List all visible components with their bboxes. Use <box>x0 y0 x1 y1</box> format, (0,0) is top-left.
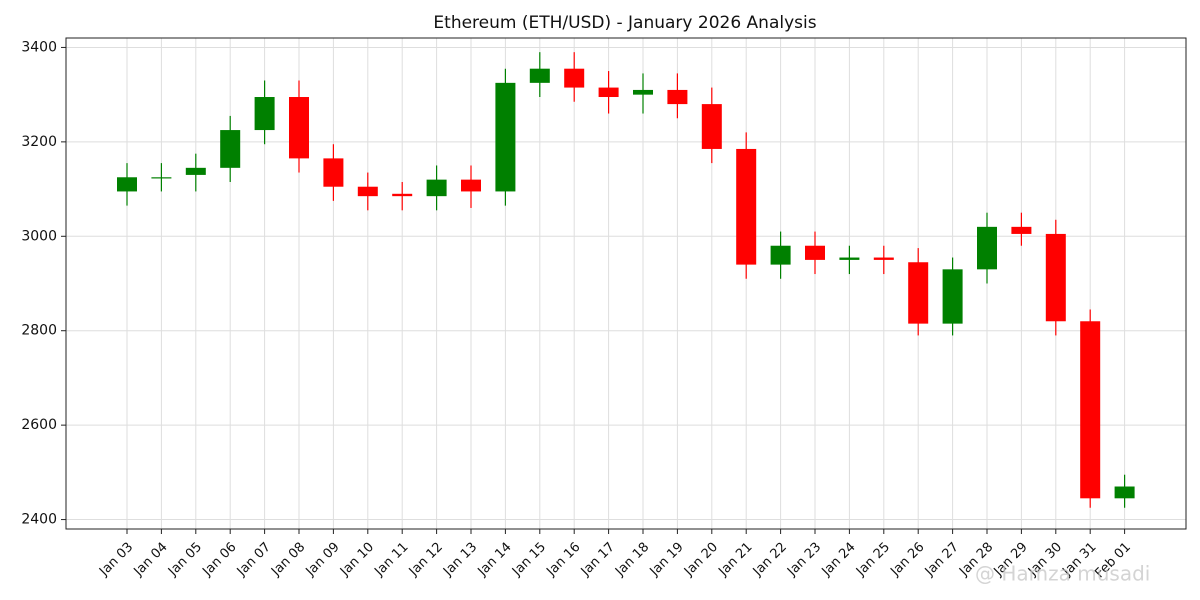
x-tick-label: Jan 16 <box>543 540 583 580</box>
candle <box>323 144 344 201</box>
y-tick-label: 3400 <box>21 39 57 55</box>
x-tick-label: Jan 11 <box>371 540 411 580</box>
plot-frame <box>65 37 1187 530</box>
x-tick-label: Jan 03 <box>96 540 136 580</box>
x-tick-label: Jan 07 <box>234 540 274 580</box>
candle <box>564 52 585 102</box>
x-tick-label: Jan 10 <box>337 540 377 580</box>
candle-body <box>529 68 550 83</box>
x-tick-label: Jan 23 <box>784 540 824 580</box>
candle-body <box>357 186 378 197</box>
candle-body <box>392 193 413 197</box>
candle <box>598 71 619 114</box>
candle-body <box>1080 321 1101 499</box>
candle-body <box>1045 233 1066 322</box>
candle <box>220 115 241 182</box>
x-tick-label: Jan 14 <box>475 540 515 580</box>
x-tick-label: Jan 21 <box>715 540 755 580</box>
chart-title: Ethereum (ETH/USD) - January 2026 Analys… <box>433 13 816 33</box>
x-tick-label: Jan 04 <box>131 540 171 580</box>
candle <box>426 165 447 211</box>
x-tick-label: Jan 27 <box>922 540 962 580</box>
candle <box>392 181 413 211</box>
candle-body <box>667 89 688 105</box>
candle-body <box>426 179 447 197</box>
y-tick-label: 2800 <box>21 323 57 339</box>
candle-body <box>254 97 275 131</box>
x-tick-label: Jan 24 <box>819 540 859 580</box>
candle-body <box>736 148 757 265</box>
y-tick-label: 2600 <box>21 417 57 433</box>
x-tick-label: Jan 17 <box>578 540 618 580</box>
candle-body <box>1114 486 1135 499</box>
candle-body <box>839 257 860 260</box>
candle <box>667 73 688 119</box>
candle-body <box>942 269 963 324</box>
candle <box>357 172 378 211</box>
candle-body <box>598 87 619 98</box>
candle-body <box>1011 226 1032 234</box>
candle-body <box>701 104 722 149</box>
candle <box>770 231 791 279</box>
y-tick-label: 3000 <box>21 228 57 244</box>
x-tick-label: Jan 08 <box>268 540 308 580</box>
candle-body <box>461 179 481 192</box>
x-tick-label: Jan 13 <box>440 540 480 580</box>
candle <box>942 257 963 336</box>
x-tick-label: Jan 20 <box>681 540 721 580</box>
x-tick-label: Jan 22 <box>750 540 790 580</box>
x-tick-label: Jan 06 <box>199 540 239 580</box>
candle-body <box>770 245 791 265</box>
candle-body <box>289 97 309 159</box>
x-tick-label: Jan 12 <box>406 540 446 580</box>
candle-body <box>564 68 585 88</box>
candle <box>873 245 894 275</box>
candle <box>289 80 309 173</box>
x-tick-label: Jan 09 <box>303 540 343 580</box>
candle-body <box>117 177 137 192</box>
x-tick-label: Jan 05 <box>165 540 205 580</box>
candle <box>839 245 860 275</box>
candle-layer <box>117 52 1135 508</box>
candle <box>117 163 137 206</box>
candle <box>1080 309 1101 508</box>
candle <box>977 212 997 284</box>
candle <box>908 248 929 336</box>
candle-body <box>873 257 894 260</box>
candle-body <box>633 89 653 95</box>
candle-body <box>185 167 206 175</box>
y-axis-ticks: 2400 2600 2800 3000 3200 3400 <box>21 39 66 528</box>
candle-body <box>495 82 516 192</box>
candle <box>633 73 653 114</box>
x-tick-label: Jan 26 <box>887 540 927 580</box>
x-tick-label: Jan 15 <box>509 540 549 580</box>
candle <box>701 87 722 164</box>
candle <box>461 165 481 208</box>
candle <box>254 80 275 145</box>
candle-body <box>220 130 241 168</box>
candle <box>1011 212 1032 246</box>
candle-body <box>805 245 825 260</box>
candle <box>495 68 516 206</box>
candle-body <box>908 262 929 324</box>
candle <box>185 153 206 192</box>
candle <box>1114 474 1135 508</box>
candle-body <box>977 226 997 270</box>
y-tick-label: 3200 <box>21 134 57 150</box>
candle <box>805 231 825 275</box>
candle <box>151 163 172 192</box>
grid-layer <box>66 38 1186 529</box>
candle <box>736 132 757 279</box>
candle <box>1045 219 1066 336</box>
watermark-text: @ Hamza musadi <box>975 562 1150 586</box>
x-tick-label: Jan 25 <box>853 540 893 580</box>
candle-body <box>151 177 172 179</box>
candle <box>529 52 550 98</box>
y-tick-label: 2400 <box>21 512 57 528</box>
candle-body <box>323 158 344 187</box>
x-tick-label: Jan 18 <box>612 540 652 580</box>
x-tick-label: Jan 19 <box>647 540 687 580</box>
